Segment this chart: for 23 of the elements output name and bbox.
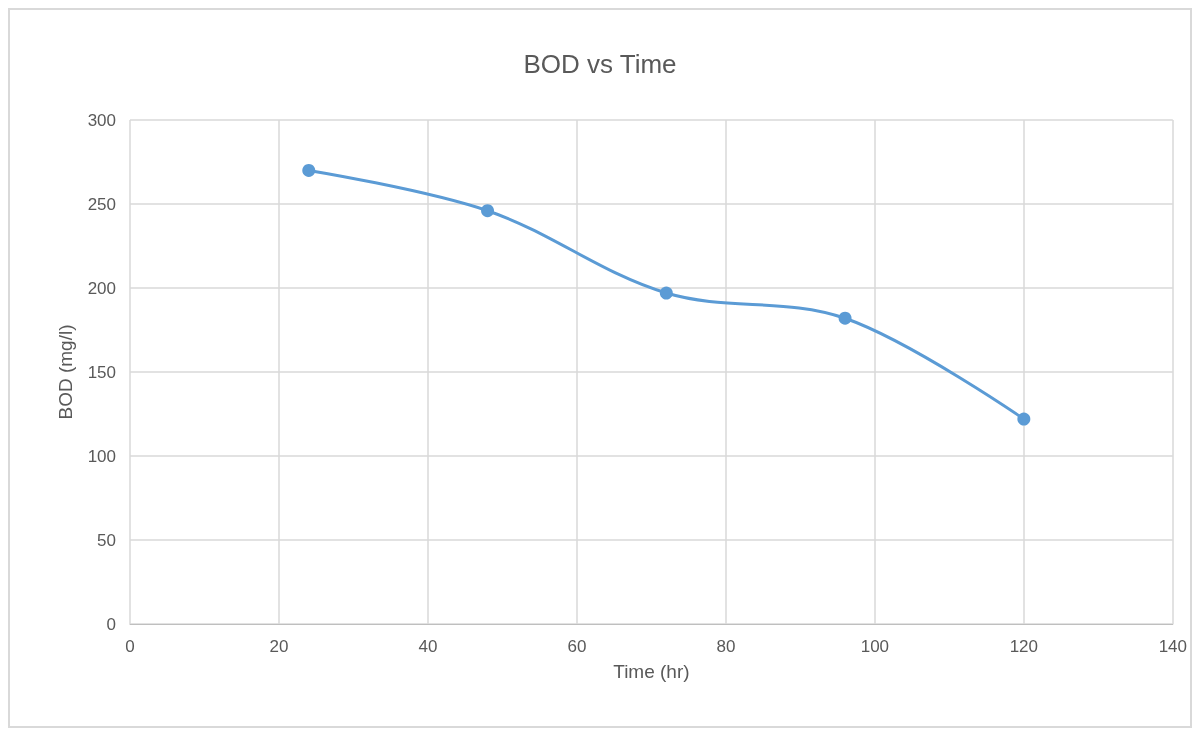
x-tick-label: 60 <box>567 637 587 656</box>
x-tick-label: 20 <box>269 637 289 656</box>
x-tick-label: 100 <box>860 637 890 656</box>
point <box>838 311 852 325</box>
y-tick-label: 150 <box>87 362 116 382</box>
x-tick-label: 0 <box>125 637 135 656</box>
point <box>1017 412 1031 426</box>
point <box>659 286 673 300</box>
chart-title: BOD vs Time <box>523 49 677 79</box>
y-tick-label: 200 <box>87 278 116 298</box>
point <box>481 204 495 218</box>
y-tick-label: 50 <box>97 530 116 550</box>
y-tick-label: 300 <box>87 110 116 130</box>
x-axis-title: Time (hr) <box>613 661 690 682</box>
x-tick-label: 140 <box>1158 637 1188 656</box>
y-tick-label: 250 <box>87 194 116 214</box>
x-tick-label: 40 <box>418 637 438 656</box>
x-tick-label: 80 <box>716 637 736 656</box>
y-axis-title: BOD (mg/l) <box>55 324 76 420</box>
x-tick-label: 120 <box>1009 637 1039 656</box>
y-tick-label: 0 <box>106 614 116 634</box>
point <box>302 163 316 177</box>
y-tick-label: 100 <box>87 446 116 466</box>
